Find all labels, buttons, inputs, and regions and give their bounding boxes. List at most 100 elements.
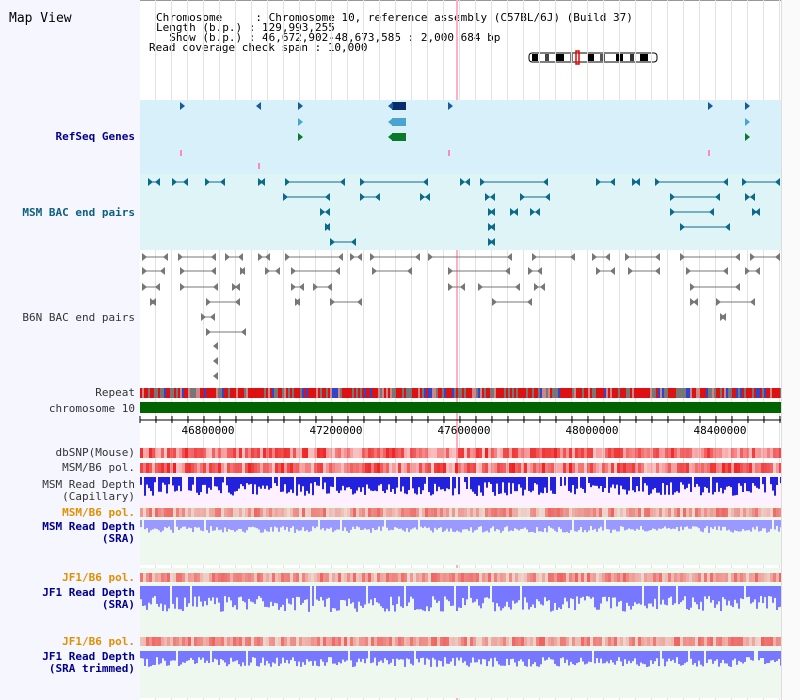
read-depth-bar (428, 520, 430, 528)
polymorphism-cell (215, 637, 218, 646)
polymorphism-cell (626, 508, 629, 517)
read-depth-bar (630, 651, 632, 664)
read-depth-bar (338, 520, 340, 530)
repeat-bar (604, 388, 606, 398)
polymorphism-cell (191, 508, 194, 517)
read-depth-bar (632, 477, 634, 491)
gene-arrow (298, 133, 303, 141)
gene-arrow (256, 102, 261, 110)
polymorphism-cell (428, 637, 431, 646)
polymorphism-cell (191, 448, 194, 458)
read-depth-bar (700, 520, 702, 532)
polymorphism-cell (278, 463, 281, 473)
read-depth-bar (422, 477, 424, 491)
read-depth-bar (276, 477, 278, 486)
polymorphism-cell (359, 637, 362, 646)
read-depth-bar (474, 651, 476, 663)
gene-arrow (680, 253, 685, 261)
polymorphism-cell (635, 463, 638, 473)
read-depth-bar (324, 586, 326, 607)
track-label-msm-bac[interactable]: MSM BAC end pairs (22, 206, 135, 219)
read-depth-bar (220, 477, 222, 494)
read-depth-bar (314, 651, 316, 661)
polymorphism-cell (677, 573, 680, 582)
read-depth-bar (546, 477, 548, 493)
read-depth-bar (260, 651, 262, 663)
read-depth-bar (496, 651, 498, 662)
polymorphism-cell (752, 448, 755, 458)
read-depth-bar (448, 477, 450, 490)
polymorphism-cell (632, 573, 635, 582)
polymorphism-cell (587, 573, 590, 582)
polymorphism-cell (752, 573, 755, 582)
grid-line (395, 0, 396, 700)
grid-line (523, 0, 524, 700)
read-depth-bar (504, 586, 506, 607)
repeat-bar (528, 388, 530, 398)
polymorphism-cell (275, 463, 278, 473)
polymorphism-cell (668, 508, 671, 517)
polymorphism-cell (629, 573, 632, 582)
polymorphism-cell (461, 508, 464, 517)
gene-block (392, 118, 406, 126)
repeat-bar (180, 388, 182, 398)
polymorphism-cell (164, 637, 167, 646)
polymorphism-cell (512, 448, 515, 458)
read-depth-bar (266, 520, 268, 532)
axis-tick-label: 47600000 (437, 424, 491, 437)
polymorphism-cell (650, 573, 653, 582)
read-depth-bar (310, 477, 312, 484)
polymorphism-cell (386, 637, 389, 646)
polymorphism-cell (398, 448, 401, 458)
repeat-bar (254, 388, 256, 398)
polymorphism-cell (437, 448, 440, 458)
read-depth-bar (532, 477, 534, 491)
track-label-refseq[interactable]: RefSeq Genes (55, 130, 135, 143)
polymorphism-cell (422, 463, 425, 473)
polymorphism-cell (587, 508, 590, 517)
read-depth-bar (706, 477, 708, 489)
vertical-scrollbar[interactable] (781, 0, 800, 700)
repeat-bar (524, 388, 526, 398)
track-label-msm-depth-sra: MSM Read Depth (42, 520, 135, 533)
read-depth-bar (272, 651, 274, 663)
polymorphism-cell (548, 448, 551, 458)
polymorphism-cell (722, 463, 725, 473)
polymorphism-cell (173, 573, 176, 582)
read-depth-bar (350, 520, 352, 530)
polymorphism-cell (266, 573, 269, 582)
polymorphism-cell (698, 637, 701, 646)
read-depth-bar (364, 477, 366, 495)
repeat-bar (438, 388, 440, 398)
polymorphism-cell (272, 463, 275, 473)
polymorphism-cell (680, 508, 683, 517)
polymorphism-cell (626, 573, 629, 582)
read-depth-bar (430, 477, 432, 496)
polymorphism-cell (524, 573, 527, 582)
read-depth-bar (678, 586, 680, 605)
read-depth-bar (748, 477, 750, 492)
read-depth-bar (608, 651, 610, 664)
repeat-bar (496, 388, 498, 398)
polymorphism-cell (650, 448, 653, 458)
read-depth-bar (482, 477, 484, 496)
read-depth-bar (466, 586, 468, 600)
read-depth-bar (240, 477, 242, 485)
read-depth-bar (178, 520, 180, 531)
grid-line (299, 0, 300, 700)
polymorphism-cell (515, 448, 518, 458)
read-depth-bar (214, 651, 216, 659)
read-depth-bar (740, 651, 742, 662)
gene-arrow (775, 253, 780, 261)
read-depth-bar (498, 520, 500, 530)
polymorphism-cell (299, 463, 302, 473)
polymorphism-cell (194, 463, 197, 473)
read-depth-bar (360, 586, 362, 606)
read-depth-bar (682, 586, 684, 601)
read-depth-bar (166, 651, 168, 666)
read-depth-bar (168, 651, 170, 666)
polymorphism-cell (233, 463, 236, 473)
track-label-b6n-bac[interactable]: B6N BAC end pairs (22, 311, 135, 324)
read-depth-bar (420, 651, 422, 659)
